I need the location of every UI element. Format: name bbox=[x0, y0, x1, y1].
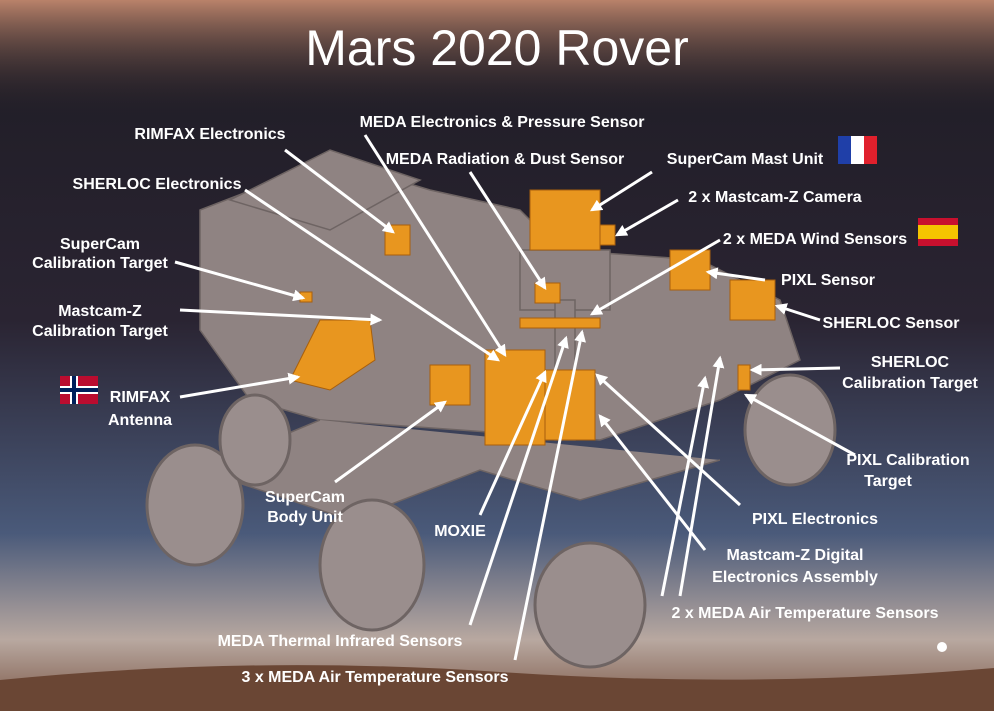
label: PIXL Electronics bbox=[752, 511, 878, 528]
label: MEDA Thermal Infrared Sensors bbox=[218, 633, 463, 650]
label: RIMFAX bbox=[110, 389, 171, 406]
label: Calibration Target bbox=[842, 375, 978, 392]
label: SHERLOC Electronics bbox=[73, 176, 242, 193]
flag-norway bbox=[60, 388, 98, 392]
label: Antenna bbox=[108, 412, 172, 429]
label: SHERLOC bbox=[871, 354, 950, 371]
label: SuperCam Mast Unit bbox=[667, 151, 824, 168]
title: Mars 2020 Rover bbox=[305, 20, 689, 76]
flag-spain bbox=[918, 225, 958, 239]
label: 3 x MEDA Air Temperature Sensors bbox=[241, 669, 508, 686]
flag-france bbox=[864, 136, 877, 164]
mastcam-z bbox=[600, 225, 615, 245]
label: SuperCam bbox=[60, 236, 140, 253]
label: 2 x Mastcam-Z Camera bbox=[688, 189, 862, 206]
label: 2 x MEDA Wind Sensors bbox=[723, 231, 907, 248]
label: Calibration Target bbox=[32, 323, 168, 340]
label: 2 x MEDA Air Temperature Sensors bbox=[671, 605, 938, 622]
meda-wind bbox=[520, 318, 600, 328]
sherloc-sensor bbox=[730, 280, 775, 320]
infographic: Mars 2020 Rover RIMFAX Electronics MEDA … bbox=[0, 0, 994, 711]
label: Mastcam-Z bbox=[58, 303, 142, 320]
supercam-mast-unit bbox=[530, 190, 600, 250]
flag-france bbox=[851, 136, 864, 164]
label: Mastcam-Z Digital bbox=[727, 547, 864, 564]
flag-france bbox=[838, 136, 851, 164]
label: Body Unit bbox=[267, 509, 343, 526]
label: Target bbox=[864, 473, 912, 490]
label: SuperCam bbox=[265, 489, 345, 506]
supercam-body-unit bbox=[430, 365, 470, 405]
label: PIXL Sensor bbox=[781, 272, 875, 289]
label: MEDA Electronics & Pressure Sensor bbox=[360, 114, 645, 131]
wheel bbox=[535, 543, 645, 667]
label: Electronics Assembly bbox=[712, 569, 878, 586]
sherloc-target bbox=[738, 365, 750, 390]
wheel bbox=[745, 375, 835, 485]
arrow bbox=[752, 368, 840, 370]
label: PIXL Calibration bbox=[846, 452, 969, 469]
wheel bbox=[220, 395, 290, 485]
label: MEDA Radiation & Dust Sensor bbox=[386, 151, 625, 168]
label: MOXIE bbox=[434, 523, 486, 540]
sun bbox=[937, 642, 947, 652]
label: Calibration Target bbox=[32, 255, 168, 272]
label: RIMFAX Electronics bbox=[134, 126, 285, 143]
label: SHERLOC Sensor bbox=[823, 315, 960, 332]
meda-sensor bbox=[535, 283, 560, 303]
